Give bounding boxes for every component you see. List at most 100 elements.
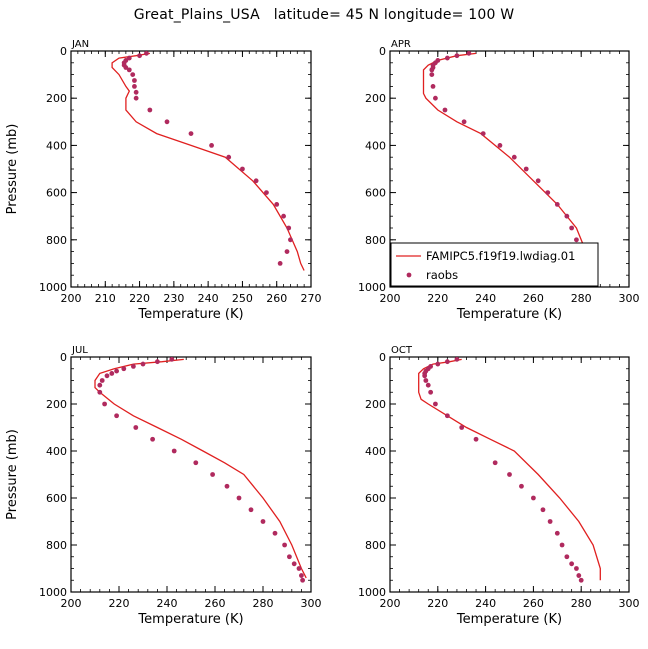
raobs-point bbox=[264, 190, 269, 196]
x-tick-label: 240 bbox=[475, 292, 496, 305]
raobs-point bbox=[277, 261, 283, 266]
raobs-point bbox=[480, 131, 486, 137]
x-tick-label: 300 bbox=[301, 597, 322, 610]
x-tick-label: 240 bbox=[475, 597, 496, 610]
raobs-point bbox=[523, 166, 529, 172]
raobs-point bbox=[150, 436, 156, 442]
x-tick-label: 260 bbox=[205, 597, 226, 610]
raobs-point bbox=[422, 373, 428, 379]
raobs-point bbox=[425, 382, 431, 388]
x-tick-label: 240 bbox=[157, 597, 178, 610]
y-tick-label: 800 bbox=[46, 234, 67, 247]
raobs-point bbox=[459, 425, 465, 430]
y-tick-label: 1000 bbox=[39, 586, 67, 599]
plot-frame-apr bbox=[389, 50, 630, 288]
raobs-point bbox=[574, 566, 579, 571]
y-tick-label: 600 bbox=[46, 187, 67, 200]
y-tick-label: 200 bbox=[46, 92, 67, 105]
y-axis-label: Pressure (mb) bbox=[5, 429, 20, 520]
raobs-point bbox=[99, 378, 105, 383]
panel-label-jan: JAN bbox=[71, 39, 89, 50]
model-profile-line bbox=[422, 52, 592, 271]
raobs-point bbox=[569, 561, 575, 567]
x-tick-label: 250 bbox=[232, 292, 253, 305]
plot-frame-jan bbox=[70, 50, 312, 288]
y-tick-label: 200 bbox=[365, 398, 386, 411]
x-tick-label: 260 bbox=[523, 292, 544, 305]
raobs-point bbox=[433, 401, 438, 407]
x-axis-label: Temperature (K) bbox=[137, 307, 243, 322]
raobs-point bbox=[454, 53, 460, 59]
raobs-point bbox=[104, 373, 110, 379]
x-tick-label: 220 bbox=[427, 292, 448, 305]
y-tick-label: 600 bbox=[365, 187, 386, 200]
raobs-point bbox=[454, 356, 460, 362]
raobs-point bbox=[545, 190, 551, 196]
y-tick-label: 400 bbox=[365, 139, 386, 152]
raobs-point bbox=[423, 378, 429, 383]
raobs-point bbox=[497, 143, 503, 148]
raobs-point bbox=[147, 107, 153, 113]
raobs-point bbox=[507, 472, 512, 477]
raobs-point bbox=[444, 413, 450, 419]
x-tick-label: 260 bbox=[266, 292, 287, 305]
y-tick-label: 800 bbox=[365, 234, 386, 247]
x-axis-label: Temperature (K) bbox=[456, 612, 562, 627]
raobs-point bbox=[188, 131, 194, 137]
raobs-point bbox=[126, 67, 132, 73]
raobs-point bbox=[121, 366, 127, 372]
raobs-point bbox=[554, 530, 560, 536]
raobs-point bbox=[433, 95, 438, 101]
x-tick-label: 300 bbox=[619, 597, 640, 610]
raobs-point bbox=[171, 448, 177, 454]
raobs-point bbox=[578, 577, 584, 583]
raobs-point bbox=[473, 436, 479, 442]
x-tick-label: 200 bbox=[61, 292, 82, 305]
raobs-point bbox=[540, 507, 546, 513]
raobs-point bbox=[531, 495, 536, 501]
x-axis-label: Temperature (K) bbox=[456, 307, 562, 322]
x-tick-label: 270 bbox=[301, 292, 322, 305]
legend-label-model: FAMIPC5.f19f19.lwdiag.01 bbox=[426, 249, 575, 263]
x-tick-label: 230 bbox=[163, 292, 184, 305]
y-tick-label: 0 bbox=[60, 351, 67, 364]
raobs-point bbox=[429, 72, 435, 77]
raobs-point bbox=[137, 53, 142, 59]
raobs-point bbox=[133, 89, 139, 95]
raobs-point bbox=[97, 382, 103, 388]
y-tick-label: 200 bbox=[46, 398, 67, 411]
x-tick-label: 280 bbox=[571, 597, 592, 610]
x-tick-label: 200 bbox=[61, 597, 82, 610]
y-tick-label: 400 bbox=[365, 445, 386, 458]
panel-label-oct: OCT bbox=[391, 345, 413, 356]
raobs-point bbox=[430, 84, 436, 89]
x-tick-label: 260 bbox=[523, 597, 544, 610]
raobs-point bbox=[511, 154, 517, 160]
raobs-point bbox=[444, 359, 450, 365]
raobs-point bbox=[132, 78, 137, 83]
y-axis-label: Pressure (mb) bbox=[5, 124, 20, 215]
raobs-point bbox=[444, 55, 450, 61]
panel-label-apr: APR bbox=[391, 39, 411, 50]
model-profile-line bbox=[94, 358, 307, 579]
panel-label-jul: JUL bbox=[71, 345, 88, 356]
raobs-point bbox=[564, 213, 570, 219]
raobs-point bbox=[144, 50, 149, 56]
raobs-point bbox=[126, 55, 132, 61]
raobs-point bbox=[224, 483, 230, 489]
figure-title: Great_Plains_USA latitude= 45 N longitud… bbox=[133, 7, 515, 23]
raobs-point bbox=[140, 361, 146, 367]
y-tick-label: 1000 bbox=[39, 281, 67, 294]
x-tick-label: 280 bbox=[571, 292, 592, 305]
raobs-point bbox=[109, 371, 115, 376]
raobs-point bbox=[559, 542, 565, 548]
x-tick-label: 220 bbox=[129, 292, 150, 305]
y-tick-label: 400 bbox=[46, 139, 67, 152]
raobs-point bbox=[131, 364, 136, 369]
x-tick-label: 220 bbox=[109, 597, 130, 610]
y-tick-label: 0 bbox=[379, 351, 386, 364]
raobs-point bbox=[114, 368, 119, 374]
raobs-point bbox=[169, 356, 175, 362]
raobs-point bbox=[428, 389, 434, 395]
y-tick-label: 1000 bbox=[358, 586, 386, 599]
